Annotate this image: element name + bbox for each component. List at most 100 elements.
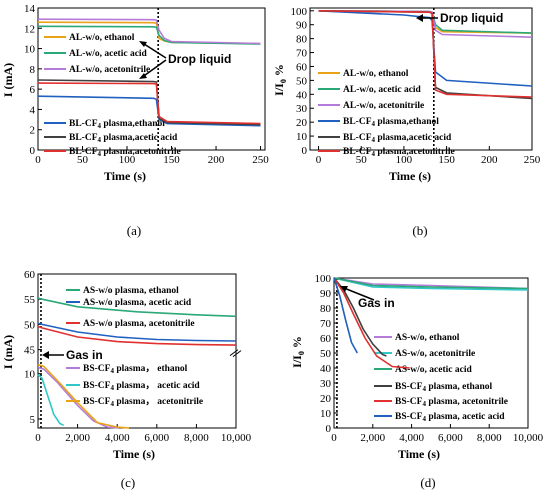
y-tick-label: 10 xyxy=(24,369,36,381)
series-line-3 xyxy=(333,277,529,290)
legend-label: AS-w/o plasma, acetonitrile xyxy=(83,319,195,329)
x-tick-label: 0 xyxy=(35,154,41,166)
y-tick-label: 0 xyxy=(30,145,36,157)
y-tick-label: 10 xyxy=(320,408,332,420)
y-tick-label: 12 xyxy=(24,23,35,35)
legend-label: BS-CF4 plasma， ethanol xyxy=(83,364,188,375)
plot-frame xyxy=(309,7,533,151)
y-axis-label: I/I0 % xyxy=(290,336,306,368)
y-tick-label: 100 xyxy=(291,6,308,18)
legend-label: AL-w/o, acetic acid xyxy=(343,85,422,95)
y-tick-label: 20 xyxy=(320,393,332,405)
panel-label: (d) xyxy=(420,475,435,490)
y-tick-label: 80 xyxy=(296,34,308,46)
x-axis-label: Time (s) xyxy=(389,169,431,183)
y-axis-label: I (mA) xyxy=(1,335,15,369)
annotation-text: Drop liquid xyxy=(168,52,231,66)
plot-frame xyxy=(37,273,237,429)
legend-label: BS-CF4 plasma， acetonitrile xyxy=(83,397,203,408)
x-axis-label: Time (s) xyxy=(104,169,146,183)
series-line-5 xyxy=(37,374,65,427)
y-tick-label: 30 xyxy=(296,103,308,115)
series-line-5 xyxy=(333,277,410,369)
x-tick-label: 200 xyxy=(208,154,225,166)
x-axis-label: Time (s) xyxy=(398,447,440,461)
axis-break-mark xyxy=(229,349,239,357)
y-tick-label: 60 xyxy=(320,333,332,345)
x-tick-label: 6,000 xyxy=(144,432,169,444)
y-tick-label: 40 xyxy=(296,89,308,101)
legend-label: AL-w/o, acetonitrile xyxy=(69,65,150,75)
y-axis-label: I (mA) xyxy=(1,63,15,97)
y-axis-label: I/I0 % xyxy=(272,64,288,96)
y-tick-label: 55 xyxy=(24,294,36,306)
legend-label: AS-w/o, ethanol xyxy=(395,333,460,343)
y-tick-label: 90 xyxy=(296,20,308,32)
legend-label: BL-CF4 plasma,acetonitrile xyxy=(69,147,181,158)
y-tick-label: 8 xyxy=(30,64,36,76)
annotation-arrowhead xyxy=(42,351,49,359)
series-line-4 xyxy=(37,366,120,429)
x-tick-label: 8,000 xyxy=(477,432,502,444)
y-tick-label: 20 xyxy=(296,117,308,129)
series-line-6 xyxy=(333,277,359,354)
y-tick-label: 70 xyxy=(320,318,332,330)
x-tick-label: 0 xyxy=(316,154,322,166)
y-tick-label: 100 xyxy=(315,273,332,285)
series-line-6 xyxy=(37,363,130,429)
y-tick-label: 2 xyxy=(30,125,36,137)
legend-label: BL-CF4 plasma,ethanol xyxy=(69,119,165,130)
y-tick-label: 50 xyxy=(296,75,308,87)
x-tick-label: 4,000 xyxy=(399,432,424,444)
y-tick-label: 60 xyxy=(296,61,308,73)
y-tick-label: 70 xyxy=(296,48,308,60)
y-tick-label: 14 xyxy=(24,3,36,15)
x-tick-label: 50 xyxy=(356,154,368,166)
x-tick-label: 150 xyxy=(163,154,180,166)
x-tick-label: 0 xyxy=(35,432,41,444)
x-tick-label: 2,000 xyxy=(65,432,90,444)
legend-label: AS-w/o plasma, ethanol xyxy=(83,286,179,296)
legend-label: BL-CF4 plasma,acetic acid xyxy=(343,133,452,144)
y-tick-label: 40 xyxy=(320,363,332,375)
y-tick-label: 0 xyxy=(326,423,332,435)
y-tick-label: 50 xyxy=(24,319,36,331)
panel-label: (b) xyxy=(412,223,427,238)
annotation-arrowhead xyxy=(139,73,147,79)
legend-label: BL-CF4 plasma,ethanol xyxy=(343,117,439,128)
panel-label: (c) xyxy=(121,475,135,490)
y-tick-label: 50 xyxy=(320,348,332,360)
y-tick-label: 60 xyxy=(24,269,36,281)
legend-label: BS-CF4 plasma, acetic acid xyxy=(395,412,505,423)
x-tick-label: 250 xyxy=(252,154,269,166)
legend-label: AS-w/o plasma, acetic acid xyxy=(83,298,192,308)
axis-break-mark xyxy=(232,350,242,358)
legend-label: BL-CF4 plasma,acetonitrile xyxy=(343,147,455,158)
y-tick-label: 45 xyxy=(24,345,36,357)
chart-a: 0 50 100 150 200 250 0 2 4 6 8 10 12 14 Time (s) I (mA)… xyxy=(1,3,269,238)
annotation-text: Gas in xyxy=(66,348,103,362)
legend-label: AL-w/o, acetic acid xyxy=(69,49,148,59)
legend-label: AS-w/o, acetonitrile xyxy=(395,349,475,359)
series-line-3 xyxy=(37,325,237,346)
legend-label: BL-CF4 plasma,acetic acid xyxy=(69,133,178,144)
annotation-arrowhead xyxy=(139,41,147,47)
x-tick-label: 10,000 xyxy=(221,432,252,444)
series-line-6 xyxy=(318,10,533,98)
y-tick-label: 4 xyxy=(30,104,36,116)
annotation-arrowhead xyxy=(340,286,348,292)
y-tick-label: 10 xyxy=(24,44,36,56)
legend-label: AL-w/o, ethanol xyxy=(69,33,135,43)
series-line-3 xyxy=(37,18,261,45)
chart-c: 0 2,000 4,000 6,000 8,000 10,000 5 10 45 50 55 60 Ti… xyxy=(1,269,252,490)
x-tick-label: 6,000 xyxy=(438,432,463,444)
x-tick-label: 200 xyxy=(481,154,498,166)
x-tick-label: 150 xyxy=(438,154,455,166)
annotation-arrow xyxy=(343,287,375,301)
x-tick-label: 10,000 xyxy=(513,432,544,444)
legend-label: AS-w/o, acetic acid xyxy=(395,365,472,375)
plot-frame xyxy=(37,7,266,151)
x-tick-label: 0 xyxy=(331,432,337,444)
